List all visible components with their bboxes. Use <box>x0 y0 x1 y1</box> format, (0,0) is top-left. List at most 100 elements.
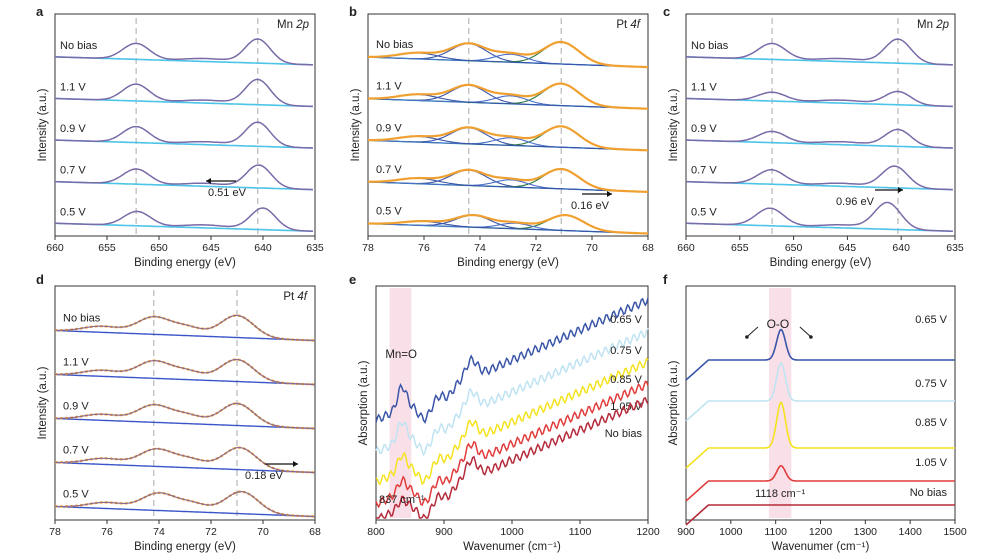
x-axis-label: Binding energy (eV) <box>770 257 872 269</box>
shift-arrow-head <box>293 461 298 467</box>
series-label: 0.7 V <box>376 164 402 176</box>
x-tick-label: 1500 <box>943 526 967 538</box>
x-tick-label: 72 <box>205 526 217 538</box>
raw-spectrum-line <box>368 125 648 152</box>
plot-frame <box>54 285 316 521</box>
region-label: Pt 4f <box>283 291 308 303</box>
x-axis-label: Binding energy (eV) <box>134 257 236 269</box>
series-label: 1.05 V <box>915 457 947 469</box>
x-tick-label: 650 <box>150 242 168 254</box>
x-tick-label: 1400 <box>898 526 922 538</box>
x-tick-label: 635 <box>946 242 964 254</box>
shift-arrow-head <box>206 178 211 184</box>
raw-spectrum-line <box>368 40 648 69</box>
panel-label-d: d <box>36 272 44 287</box>
region-label: Mn 2p <box>917 19 950 31</box>
x-tick-label: 78 <box>49 526 61 538</box>
series-label: 0.7 V <box>63 445 89 457</box>
panel-b: b 78 76 74 72 70 68 Binding energy (eV) Intensit… <box>349 4 654 269</box>
x-axis-label: Wavenumer (cm⁻¹) <box>463 541 561 553</box>
shift-annotation: 0.96 eV <box>836 196 875 208</box>
series-label: 0.85 V <box>915 417 947 429</box>
series-label: 0.9 V <box>691 123 717 135</box>
y-axis-label: Intensity (a.u.) <box>37 88 49 161</box>
ir-spectrum-line <box>375 357 649 486</box>
ir-spectrum-line <box>685 361 955 422</box>
x-axis-label: Wavenumer (cm⁻¹) <box>772 541 870 553</box>
panel-label-e: e <box>349 272 356 287</box>
atom-dot <box>745 335 749 339</box>
x-tick-label: 660 <box>46 242 64 254</box>
fit-envelope-line <box>55 358 315 386</box>
plot-frame <box>367 13 649 237</box>
plot-frame <box>685 13 956 237</box>
ir-spectrum-line <box>375 297 649 425</box>
x-tick-label: 1000 <box>500 526 524 538</box>
band-value-label: 837 cm⁻¹ <box>379 494 425 506</box>
series-label: No bias <box>910 487 948 499</box>
series-label: No bias <box>60 40 98 52</box>
raw-spectrum-line <box>368 167 648 193</box>
x-tick-label: 76 <box>418 242 430 254</box>
plot-frame <box>54 13 316 237</box>
series-label: 0.9 V <box>60 123 86 135</box>
spectrum-line <box>55 121 313 149</box>
band-label: Mn=O <box>385 349 417 361</box>
series-label: 1.1 V <box>63 357 89 369</box>
y-axis-label: Intensity (a.u.) <box>668 88 680 161</box>
series-label: No bias <box>691 40 729 52</box>
ir-spectrum-line <box>376 396 649 519</box>
shift-arrow-head <box>607 191 612 197</box>
series-label: 0.5 V <box>63 489 89 501</box>
atom-dot <box>809 335 813 339</box>
x-tick-label: 660 <box>677 242 695 254</box>
series-label: 0.7 V <box>691 165 717 177</box>
x-axis-label: Binding energy (eV) <box>457 257 559 269</box>
x-tick-label: 78 <box>362 242 374 254</box>
x-tick-label: 645 <box>839 242 857 254</box>
y-axis-label: Absorption (a.u.) <box>668 360 680 445</box>
raw-spectrum-line <box>55 358 315 386</box>
x-tick-label: 900 <box>435 526 453 538</box>
spectrum-line <box>55 207 313 232</box>
ir-spectrum-line <box>685 504 955 526</box>
series-label: 1.1 V <box>60 81 86 93</box>
x-tick-label: 655 <box>731 242 749 254</box>
fit-envelope-line <box>55 314 315 342</box>
spectrum-line <box>686 90 953 108</box>
x-tick-label: 68 <box>642 242 654 254</box>
x-tick-label: 635 <box>306 242 324 254</box>
x-tick-label: 70 <box>586 242 598 254</box>
background-line <box>54 373 315 386</box>
series-label: 0.7 V <box>60 165 86 177</box>
series-label: 0.9 V <box>63 401 89 413</box>
bond-line <box>799 326 811 337</box>
raw-spectrum-line <box>368 82 648 110</box>
x-tick-label: 76 <box>101 526 113 538</box>
y-axis-label: Absorption (a.u.) <box>358 360 370 445</box>
x-tick-label: 1200 <box>809 526 833 538</box>
panel-e: e 800 900 1000 1100 1200 Wavenumer (cm⁻¹) Absor… <box>349 272 660 553</box>
fit-component-line <box>367 168 648 193</box>
panel-d: d 78 76 74 72 70 68 Binding energy (eV) Intensit… <box>36 272 321 553</box>
series-label: 0.75 V <box>610 345 642 357</box>
x-tick-label: 645 <box>202 242 220 254</box>
background-line <box>54 417 315 430</box>
shift-arrow-head <box>898 187 903 193</box>
fit-envelope-line <box>55 447 315 474</box>
spectrum-line <box>686 128 953 149</box>
spectrum-line <box>686 165 953 191</box>
series-label: 0.85 V <box>610 374 642 386</box>
spectrum-line <box>55 164 313 191</box>
panel-a: a 660 655 650 645 640 635 Binding energy (eV) In… <box>36 4 324 269</box>
panel-label-b: b <box>349 4 357 19</box>
panel-f: f 900 1000 1100 1200 1300 1400 1500 Wavenumer (c… <box>663 272 967 553</box>
ir-spectrum-line <box>375 380 649 509</box>
y-axis-label: Intensity (a.u.) <box>37 366 49 439</box>
band-label: O-O <box>767 317 790 331</box>
x-tick-label: 70 <box>257 526 269 538</box>
y-axis-label: Intensity (a.u.) <box>350 88 362 161</box>
spectrum-line <box>55 38 313 66</box>
x-tick-label: 800 <box>367 526 385 538</box>
x-tick-label: 68 <box>309 526 321 538</box>
